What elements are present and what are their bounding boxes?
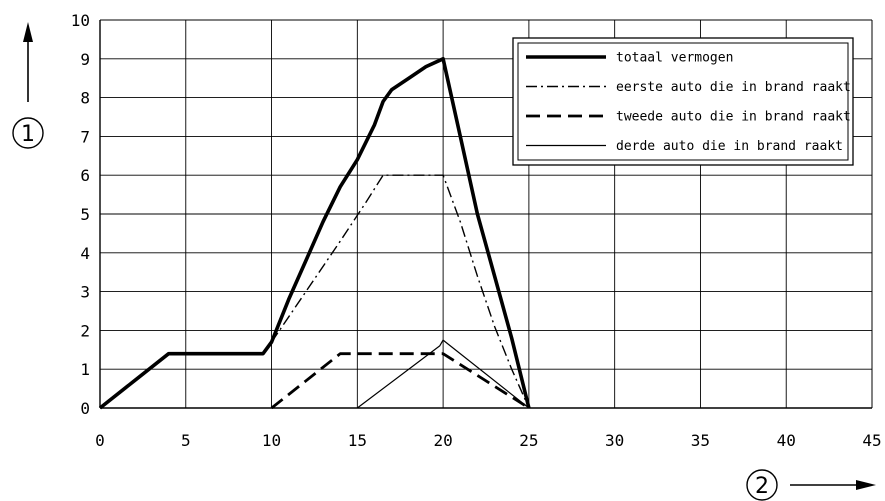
y-tick-label: 0 (80, 399, 90, 418)
x-axis-marker-circle (746, 469, 778, 501)
y-tick-label: 6 (80, 166, 90, 185)
x-tick-label: 15 (348, 431, 367, 450)
legend-label: tweede auto die in brand raakt (616, 110, 851, 125)
x-axis-indicator: 2 (746, 469, 876, 501)
series-line (356, 339, 530, 409)
x-axis-arrow-head (856, 480, 876, 490)
series-line (271, 174, 530, 409)
legend-label: totaal vermogen (616, 51, 733, 66)
legend-frame-inner (517, 42, 849, 161)
y-tick-label: 7 (80, 127, 90, 146)
legend-frame-outer (512, 37, 854, 166)
x-tick-label: 40 (777, 431, 796, 450)
legend-items: totaal vermogen eerste auto die in brand … (526, 51, 851, 154)
x-tick-label: 45 (862, 431, 881, 450)
y-tick-label: 1 (80, 360, 90, 379)
y-axis-marker-circle (12, 117, 44, 149)
y-axis-indicator: 1 (12, 22, 44, 149)
series-line (270, 352, 530, 410)
y-tick-label: 8 (80, 89, 90, 108)
x-tick-label: 35 (691, 431, 710, 450)
series-line (98, 57, 531, 410)
y-tick-label: 5 (80, 205, 90, 224)
y-tick-label: 9 (80, 50, 90, 69)
y-axis-label: 1 (21, 122, 35, 147)
x-tick-label: 10 (262, 431, 281, 450)
x-tick-label: 5 (181, 431, 191, 450)
y-tick-label: 3 (80, 283, 90, 302)
x-tick-label: 30 (605, 431, 624, 450)
y-tick-label: 2 (80, 321, 90, 340)
legend-label: eerste auto die in brand raakt (616, 80, 851, 95)
y-axis-arrow-head (23, 22, 33, 42)
legend: totaal vermogen eerste auto die in brand … (512, 37, 854, 166)
x-tick-label: 25 (519, 431, 538, 450)
x-tick-label: 20 (433, 431, 452, 450)
series-lines (98, 57, 531, 410)
y-tick-label: 4 (80, 244, 90, 263)
x-tick-label: 0 (95, 431, 105, 450)
y-tick-label: 10 (71, 11, 90, 30)
x-axis-label: 2 (755, 474, 769, 499)
legend-label: derde auto die in brand raakt (616, 139, 843, 154)
